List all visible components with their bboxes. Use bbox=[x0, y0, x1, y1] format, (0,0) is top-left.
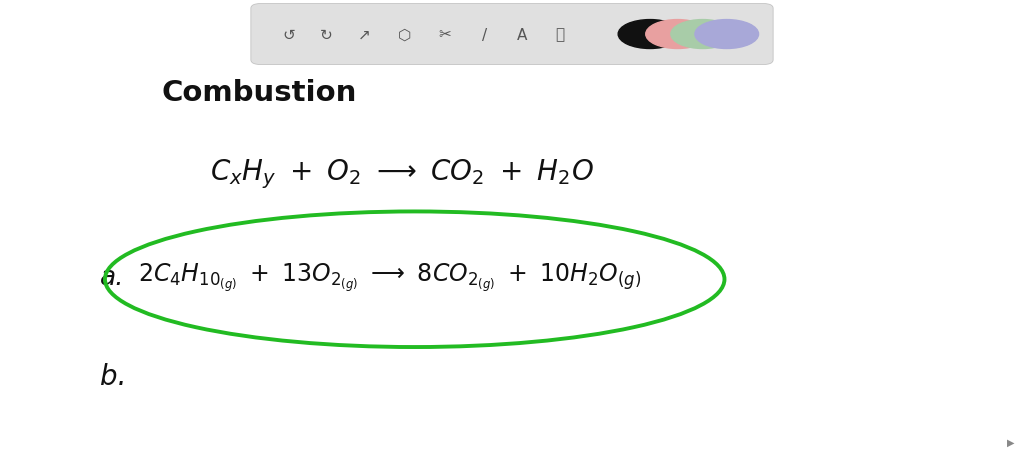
Ellipse shape bbox=[671, 20, 734, 50]
Text: ▶: ▶ bbox=[1007, 437, 1015, 447]
Text: ✂: ✂ bbox=[438, 28, 451, 42]
Text: ⬜: ⬜ bbox=[555, 28, 564, 42]
Text: $2C_4H_{10_{(g)}}\ +\ 13O_{2_{(g)}}\ \longrightarrow\ 8CO_{2_{(g)}}\ +\ 10H_2O_{: $2C_4H_{10_{(g)}}\ +\ 13O_{2_{(g)}}\ \lo… bbox=[138, 261, 642, 294]
Text: ↺: ↺ bbox=[283, 28, 295, 42]
Text: Combustion: Combustion bbox=[162, 78, 357, 106]
FancyBboxPatch shape bbox=[251, 5, 773, 65]
Text: /: / bbox=[482, 28, 487, 42]
Ellipse shape bbox=[618, 20, 682, 50]
Text: ⬡: ⬡ bbox=[397, 28, 411, 42]
Ellipse shape bbox=[646, 20, 710, 50]
Text: A: A bbox=[517, 28, 527, 42]
Text: ↗: ↗ bbox=[357, 28, 371, 42]
Text: a.: a. bbox=[100, 264, 125, 290]
Ellipse shape bbox=[695, 20, 759, 50]
Text: ↻: ↻ bbox=[319, 28, 333, 42]
Text: $\mathit{C_xH_y}\ +\ \mathit{O_2}\ \longrightarrow\ \mathit{CO_2}\ +\ \mathit{H_: $\mathit{C_xH_y}\ +\ \mathit{O_2}\ \long… bbox=[210, 157, 594, 190]
Text: b.: b. bbox=[100, 363, 127, 391]
